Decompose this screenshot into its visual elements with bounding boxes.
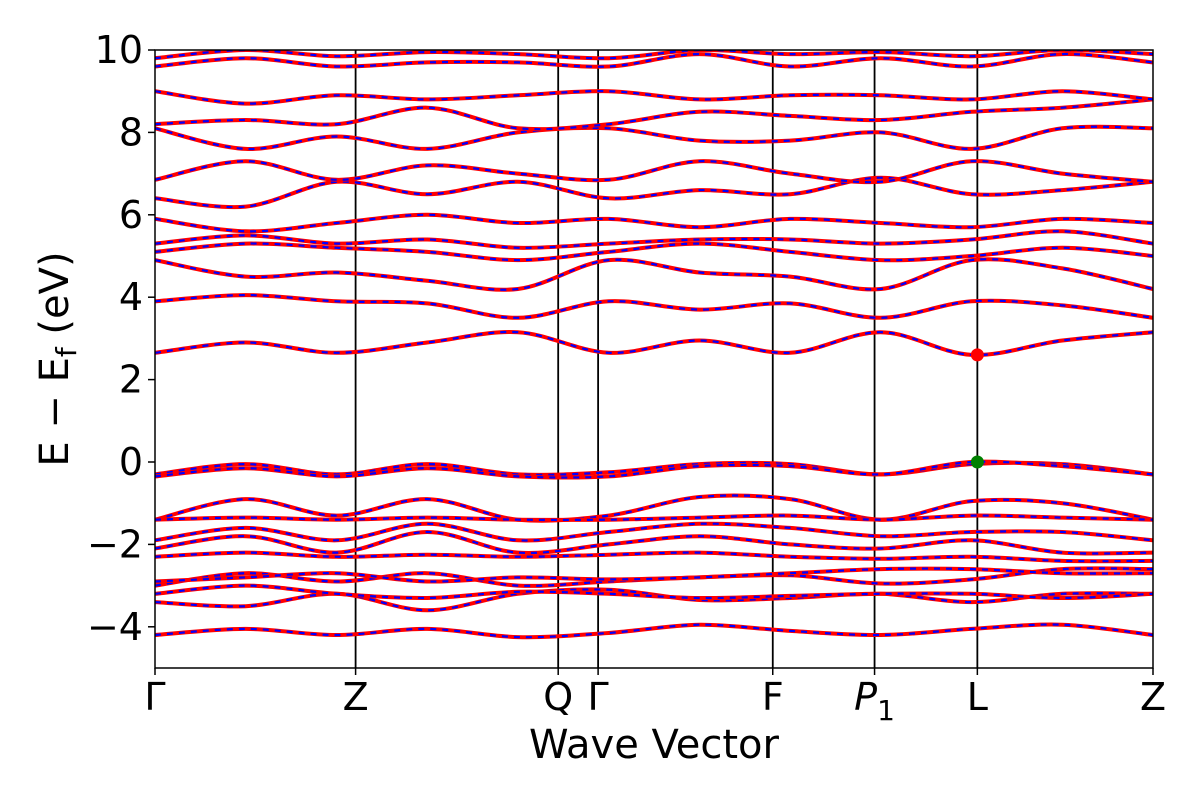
band-line-dashed — [155, 258, 1153, 291]
extremum-markers — [970, 348, 984, 469]
band-line-dashed — [155, 494, 1153, 522]
y-tick-label: −2 — [87, 522, 143, 566]
band-line-dashed — [155, 623, 1153, 639]
y-tick-label: 8 — [119, 110, 143, 154]
y-tick-label: 4 — [119, 275, 143, 319]
band-line — [155, 329, 1153, 357]
band-line-dashed — [155, 567, 1153, 587]
band-line-dashed — [155, 52, 1153, 68]
x-tick-label-main: P — [854, 675, 877, 719]
y-axis-ticks: −4 −2 0 2 4 6 8 10 — [87, 28, 155, 649]
x-tick-label-sub: 1 — [877, 694, 895, 727]
band-line-dashed — [155, 514, 1153, 522]
y-axis-label-sub: f — [50, 346, 83, 357]
y-tick-label: −4 — [87, 605, 143, 649]
band-line-dashed — [155, 98, 1153, 131]
y-axis-label-main: E − E — [32, 357, 78, 467]
band-line-dashed — [155, 242, 1153, 262]
band-line-dashed — [155, 230, 1153, 249]
x-tick-label: P1 — [854, 675, 895, 727]
x-tick-label: Z — [1140, 675, 1166, 719]
x-tick-label: Γ — [144, 675, 165, 719]
x-tick-label: F — [762, 675, 784, 719]
band-line-dashed — [155, 584, 1153, 600]
x-axis-label: Wave Vector — [529, 722, 780, 768]
band-line-dashed — [155, 160, 1153, 184]
y-axis-label-unit: (eV) — [32, 251, 78, 347]
band-extremum-marker — [970, 455, 984, 469]
y-axis-label: E − Ef (eV) — [32, 251, 83, 466]
y-tick-label: 2 — [119, 358, 143, 402]
band-line-dashed — [155, 530, 1153, 555]
band-line-dashed — [155, 522, 1153, 542]
band-extremum-marker — [970, 348, 984, 362]
band-line — [155, 124, 1153, 151]
y-tick-label: 10 — [95, 28, 143, 72]
band-line-dashed — [155, 125, 1153, 151]
band-line — [155, 241, 1153, 263]
band-line — [155, 159, 1153, 185]
y-tick-label: 0 — [119, 440, 143, 484]
band-line — [155, 622, 1153, 640]
x-axis-ticks: Γ Z Q Γ F P1 L Z — [144, 668, 1166, 727]
x-tick-label: Q — [543, 675, 573, 719]
y-tick-label: 6 — [119, 193, 143, 237]
x-tick-label: Γ — [588, 675, 609, 719]
band-line — [155, 550, 1153, 564]
band-line-dashed — [155, 330, 1153, 357]
band-line-dashed — [155, 176, 1153, 209]
band-line — [155, 175, 1153, 210]
x-tick-label: Z — [343, 675, 369, 719]
bands — [155, 50, 1153, 640]
band-line — [155, 212, 1153, 234]
band-line — [155, 293, 1153, 320]
band-line-dashed — [155, 293, 1153, 319]
x-tick-label: L — [967, 675, 988, 719]
band-line-dashed — [155, 213, 1153, 233]
band-line-dashed — [155, 551, 1153, 563]
band-line-dashed — [155, 50, 1153, 60]
band-line-dashed — [155, 90, 1153, 105]
band-line-dashed — [155, 567, 1153, 583]
band-line — [155, 89, 1153, 106]
band-line — [155, 50, 1153, 61]
axes-frame — [154, 49, 1154, 669]
